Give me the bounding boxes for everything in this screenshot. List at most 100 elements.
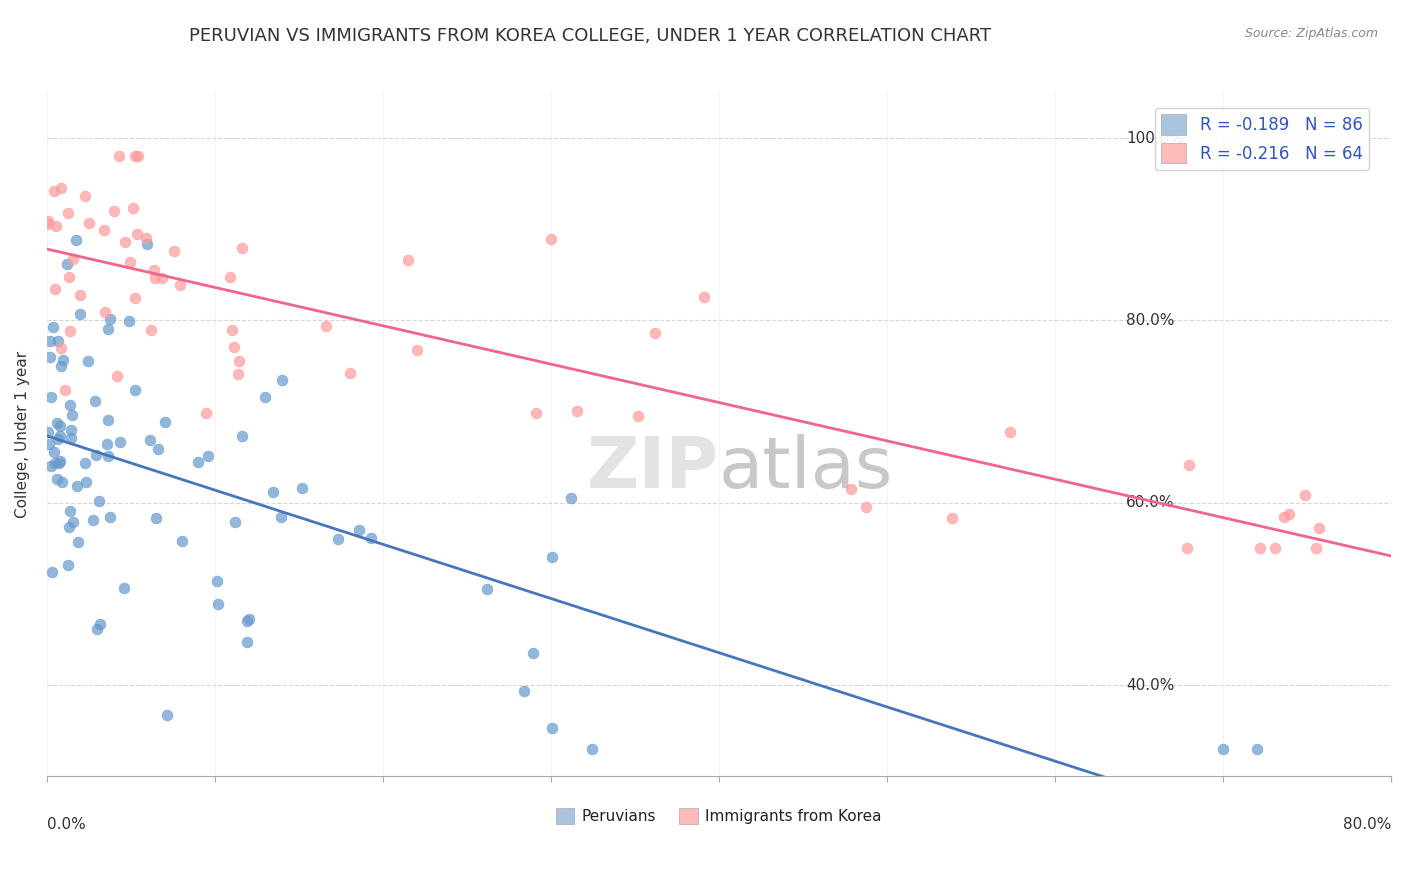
Point [231, 428, 253, 442]
Text: ZIP: ZIP [586, 434, 718, 503]
Point [1212, 742, 1234, 756]
Text: Source: ZipAtlas.com: Source: ZipAtlas.com [1244, 27, 1378, 40]
Point [560, 491, 582, 505]
Point [170, 534, 193, 549]
Point [97, 322, 120, 336]
Point [270, 510, 292, 524]
Point [49, 454, 72, 468]
Point [855, 500, 877, 514]
Point [59, 504, 82, 518]
Point [97, 449, 120, 463]
Point [114, 235, 136, 249]
Point [135, 231, 157, 245]
Point [112, 582, 135, 596]
Point [1274, 510, 1296, 524]
Point [1175, 541, 1198, 556]
Point [75, 475, 97, 490]
Point [38, 351, 60, 365]
Point [693, 290, 716, 304]
Point [62, 252, 84, 266]
Point [1278, 507, 1301, 521]
Point [124, 383, 146, 397]
Point [228, 354, 250, 368]
Point [98, 510, 121, 524]
Point [39, 390, 62, 404]
Point [125, 227, 148, 241]
Point [221, 323, 243, 337]
Point [998, 425, 1021, 439]
Point [169, 277, 191, 292]
Point [1249, 541, 1271, 556]
Point [118, 314, 141, 328]
Point [60, 408, 83, 422]
Point [163, 244, 186, 258]
Point [205, 574, 228, 588]
Point [86, 623, 108, 637]
Point [96, 436, 118, 450]
Text: 80.0%: 80.0% [1343, 817, 1391, 832]
Point [45, 219, 67, 233]
Point [56, 558, 79, 572]
Point [627, 409, 650, 423]
Text: 80.0%: 80.0% [1126, 313, 1174, 328]
Point [396, 253, 419, 268]
Point [155, 416, 177, 430]
Text: 40.0%: 40.0% [1126, 678, 1174, 692]
Point [66, 479, 89, 493]
Point [124, 291, 146, 305]
Point [44, 456, 66, 470]
Point [67, 534, 90, 549]
Point [69, 307, 91, 321]
Text: 60.0%: 60.0% [1126, 495, 1174, 510]
Point [38, 334, 60, 348]
Point [187, 455, 209, 469]
Point [1294, 488, 1316, 502]
Point [45, 416, 67, 430]
Point [73, 457, 96, 471]
Y-axis label: College, Under 1 year: College, Under 1 year [15, 351, 30, 518]
Point [53, 383, 76, 397]
Point [315, 318, 337, 333]
Point [540, 550, 562, 565]
Point [45, 473, 67, 487]
Point [84, 448, 107, 462]
Point [1308, 520, 1330, 534]
Point [475, 582, 498, 596]
Point [84, 393, 107, 408]
Point [49, 418, 72, 433]
Point [122, 201, 145, 215]
Point [51, 359, 73, 373]
Point [56, 257, 79, 271]
Text: 100.0%: 100.0% [1126, 130, 1184, 145]
Point [1246, 742, 1268, 756]
Point [59, 398, 82, 412]
Point [51, 475, 73, 490]
Point [82, 513, 104, 527]
Point [839, 483, 862, 497]
Legend: Peruvians, Immigrants from Korea: Peruvians, Immigrants from Korea [550, 802, 887, 830]
Point [37, 425, 59, 439]
Point [42, 184, 65, 198]
Point [124, 149, 146, 163]
Point [103, 204, 125, 219]
Point [60, 423, 83, 437]
Point [197, 450, 219, 464]
Point [644, 326, 666, 340]
Point [156, 708, 179, 723]
Point [236, 614, 259, 628]
Point [146, 442, 169, 456]
Point [219, 269, 242, 284]
Point [238, 612, 260, 626]
Point [941, 511, 963, 525]
Point [1305, 541, 1327, 556]
Point [44, 282, 66, 296]
Point [39, 458, 62, 473]
Point [262, 485, 284, 500]
Point [1264, 541, 1286, 556]
Point [51, 341, 73, 355]
Point [69, 288, 91, 302]
Point [105, 369, 128, 384]
Point [41, 565, 63, 579]
Point [254, 390, 277, 404]
Point [235, 635, 257, 649]
